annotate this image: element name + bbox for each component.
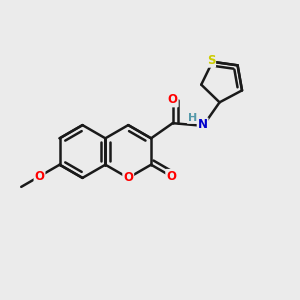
Text: H: H: [188, 113, 197, 123]
Text: O: O: [168, 93, 178, 106]
Text: O: O: [123, 171, 133, 184]
Text: O: O: [34, 170, 44, 183]
Text: O: O: [166, 170, 176, 183]
Text: N: N: [198, 118, 208, 131]
Text: S: S: [207, 54, 215, 67]
